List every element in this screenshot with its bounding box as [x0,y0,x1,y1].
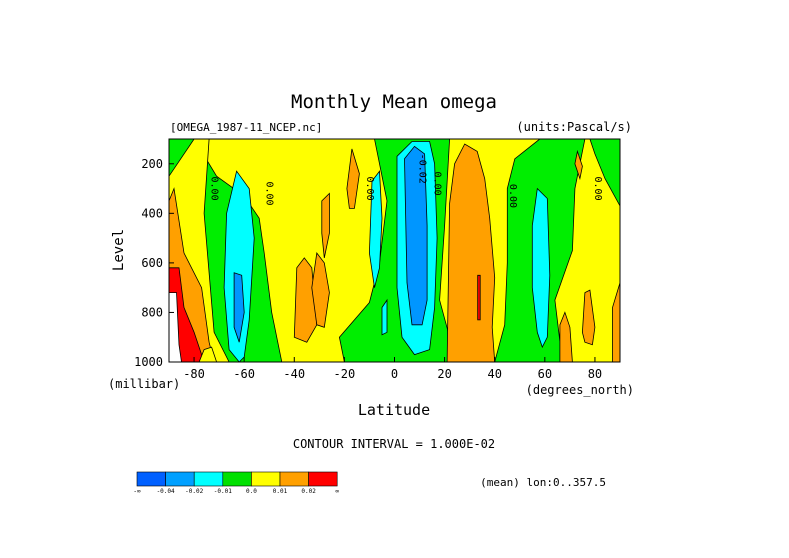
legend-swatch-2 [165,471,195,487]
x-tick-label-20: 20 [437,367,451,381]
x-tick-label--20: -20 [334,367,356,381]
y-tick-label-200: 200 [141,157,163,171]
x-tick-label-80: 80 [588,367,602,381]
contour-region-cyan-10 [223,170,255,362]
legend-label-2: -0.04 [157,488,175,495]
x-axis-ticks: -80 -60 -40 -20 0 20 40 60 80 [183,357,602,381]
contour-region-orange-22 [321,192,330,258]
y-axis-label: Level [111,229,127,271]
contour-region-orange-20 [311,251,330,328]
contour-region-orange-24 [581,289,596,346]
file-label: [OMEGA_1987-11_NCEP.nc] [170,121,322,134]
contour-label-7: 0.00 [592,177,603,201]
y-tick-label-800: 800 [141,305,163,319]
contour-region-cyan-13 [381,298,388,336]
contour-region-yellow-6 [198,346,218,362]
mean-longitude-text: (mean) lon:0..357.5 [480,476,606,489]
contour-region-blue-15 [404,145,428,326]
contour-label-2: 0.00 [264,181,275,205]
chart-title: Monthly Mean omega [291,91,497,113]
contour-region-orange-17 [446,143,496,362]
legend-label-5: 0.0 [246,488,257,495]
legend-swatch-5 [251,471,281,487]
y-tick-label-600: 600 [141,256,163,270]
x-tick-label--60: -60 [233,367,255,381]
x-tick-label-60: 60 [538,367,552,381]
contour-label-6: 0.00 [507,184,518,208]
legend-swatch-7 [308,471,338,487]
contour-labels: 0.00 0.00 0.00 -0.02 0.00 0.00 0.00 [209,154,603,208]
x-unit-label: (degrees_north) [526,383,634,397]
legend-label-8: ∞ [335,488,339,495]
x-tick-label--40: -40 [283,367,305,381]
contour-region-orange-26 [574,149,583,181]
contour-region-cyan-12 [368,170,383,288]
contour-region-orange-23 [559,311,573,362]
legend-swatch-1 [136,471,166,487]
color-legend: -∞ -0.04 -0.02 -0.01 0.0 0.01 0.02 ∞ [133,471,339,495]
contour-regions [169,139,620,362]
y-unit-label: (millibar) [108,377,180,391]
contour-label-1: 0.00 [209,177,220,201]
contour-region-orange-19 [293,257,318,343]
y-tick-label-1000: 1000 [134,355,163,369]
legend-label-4: -0.01 [214,488,232,495]
legend-swatch-6 [279,471,309,487]
legend-label-1: -∞ [133,488,141,495]
legend-label-7: 0.02 [301,488,316,495]
contour-region-cyan-16 [531,187,551,349]
legend-label-6: 0.01 [273,488,288,495]
contour-region-green-9 [589,139,620,207]
contour-region-orange-25 [612,282,620,362]
contour-label-5: 0.00 [432,172,443,196]
y-axis-ticks: 200 400 600 800 1000 [134,157,174,369]
contour-label-4: -0.02 [417,154,428,184]
x-tick-label-0: 0 [391,367,398,381]
contour-region-blue-11 [233,272,245,343]
legend-swatch-3 [193,471,224,487]
x-tick-label-40: 40 [487,367,501,381]
contour-region-red-18 [477,274,481,321]
contour-region-white-5 [169,292,182,362]
contour-label-3: 0.00 [364,177,375,201]
x-axis-label: Latitude [358,401,430,419]
legend-label-3: -0.02 [185,488,203,495]
y-tick-label-400: 400 [141,206,163,220]
x-tick-label--80: -80 [183,367,205,381]
contour-interval-text: CONTOUR INTERVAL = 1.000E-02 [293,437,495,451]
legend-swatch-4 [222,471,252,487]
units-label: (units:Pascal/s) [516,120,632,134]
contour-region-orange-21 [346,148,360,209]
